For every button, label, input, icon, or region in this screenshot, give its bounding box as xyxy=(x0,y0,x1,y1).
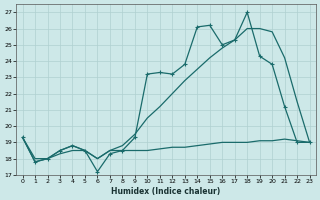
X-axis label: Humidex (Indice chaleur): Humidex (Indice chaleur) xyxy=(111,187,221,196)
